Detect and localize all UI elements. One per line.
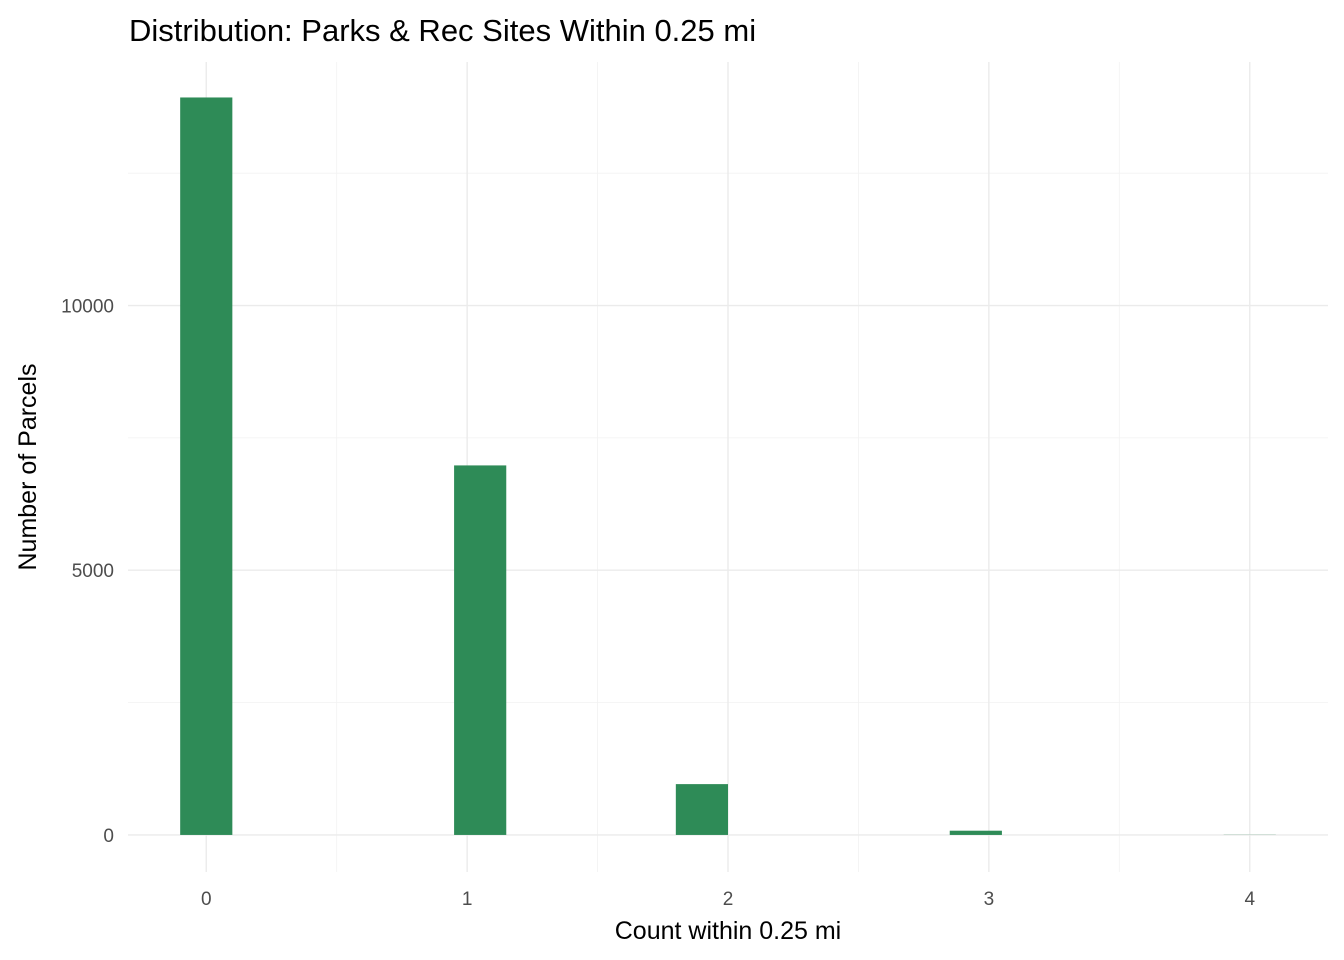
chart-title: Distribution: Parks & Rec Sites Within 0… [129, 13, 756, 48]
x-tick-label: 3 [984, 889, 995, 910]
grid [128, 62, 1328, 872]
bars [180, 97, 1276, 835]
histogram-bar [675, 784, 728, 835]
y-tick-label: 0 [103, 826, 114, 847]
y-axis-title: Number of Parcels [14, 363, 42, 570]
x-tick-label: 2 [723, 889, 734, 910]
y-tick-label: 10000 [61, 297, 114, 318]
histogram-bar [949, 830, 1002, 835]
x-tick-label: 0 [201, 889, 212, 910]
x-axis-title: Count within 0.25 mi [615, 917, 842, 945]
x-tick-labels: 0 1 2 3 4 [201, 889, 1255, 910]
y-tick-labels: 0 5000 10000 [61, 297, 114, 847]
histogram-bar [454, 465, 507, 835]
histogram-bar [180, 97, 233, 835]
x-tick-label: 1 [462, 889, 473, 910]
y-tick-label: 5000 [72, 561, 114, 582]
x-tick-label: 4 [1244, 889, 1255, 910]
